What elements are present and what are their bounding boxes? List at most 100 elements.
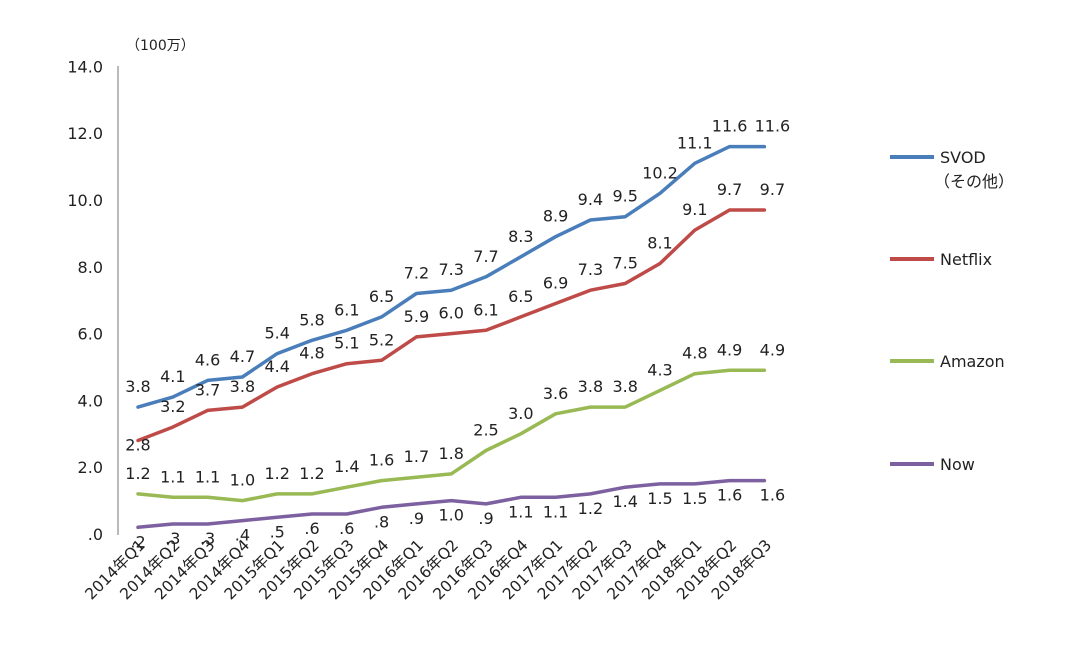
data-label-svod: 5.4 xyxy=(264,324,289,343)
data-label-amazon: 2.5 xyxy=(473,421,498,440)
data-label-amazon: 1.2 xyxy=(299,464,324,483)
data-label-amazon: 4.9 xyxy=(760,340,785,359)
data-label-netflix: 9.1 xyxy=(682,200,707,219)
data-label-netflix: 7.3 xyxy=(578,260,603,279)
data-label-svod: 10.2 xyxy=(642,163,678,182)
data-label-now: 1.1 xyxy=(508,502,533,521)
legend-label-amazon: Amazon xyxy=(940,352,1005,371)
data-label-now: .3 xyxy=(165,529,180,548)
data-label-amazon: 3.0 xyxy=(508,404,533,423)
data-label-now: .9 xyxy=(478,509,493,528)
data-label-amazon: 1.2 xyxy=(125,464,150,483)
data-label-svod: 8.9 xyxy=(543,207,568,226)
data-label-svod: 3.8 xyxy=(125,377,150,396)
y-axis-ticks: .0 2.0 4.0 6.0 8.0 10.0 12.0 14.0 xyxy=(67,57,103,544)
data-label-svod: 6.5 xyxy=(369,287,394,306)
data-label-svod: 11.6 xyxy=(712,117,748,136)
data-label-netflix: 6.5 xyxy=(508,287,533,306)
y-tick-label: 4.0 xyxy=(78,391,103,410)
data-label-now: 1.5 xyxy=(647,489,672,508)
data-label-svod: 11.6 xyxy=(755,117,791,136)
data-label-svod: 9.5 xyxy=(612,187,637,206)
data-label-netflix: 3.8 xyxy=(230,377,255,396)
legend-label-now: Now xyxy=(940,455,975,474)
legend-label-netflix: Netflix xyxy=(940,250,992,269)
data-label-svod: 4.7 xyxy=(230,347,255,366)
data-label-svod: 7.7 xyxy=(473,247,498,266)
data-label-now: 1.1 xyxy=(543,502,568,521)
y-tick-label: 12.0 xyxy=(67,124,103,143)
series-line-now xyxy=(136,478,767,530)
y-tick-label: 6.0 xyxy=(78,325,103,344)
data-label-amazon: 1.8 xyxy=(438,444,463,463)
data-label-amazon: 1.4 xyxy=(334,457,359,476)
data-label-netflix: 4.8 xyxy=(299,344,324,363)
data-label-netflix: 7.5 xyxy=(612,254,637,273)
data-label-svod: 7.3 xyxy=(438,260,463,279)
data-label-now: .4 xyxy=(235,526,250,545)
data-label-svod: 8.3 xyxy=(508,227,533,246)
data-label-netflix: 5.2 xyxy=(369,330,394,349)
data-label-now: .3 xyxy=(200,529,215,548)
data-label-now: .5 xyxy=(270,522,285,541)
data-label-now: 1.6 xyxy=(717,486,742,505)
legend-label-svod-line2: （その他） xyxy=(934,172,1014,191)
data-label-amazon: 4.8 xyxy=(682,344,707,363)
data-label-netflix: 8.1 xyxy=(647,233,672,252)
data-label-netflix: 5.9 xyxy=(404,307,429,326)
data-label-amazon: 3.6 xyxy=(543,384,568,403)
data-label-netflix: 9.7 xyxy=(760,180,785,199)
data-label-amazon: 1.1 xyxy=(195,467,220,486)
data-label-amazon: 3.8 xyxy=(578,377,603,396)
data-label-netflix: 2.8 xyxy=(125,435,150,454)
data-label-amazon: 1.7 xyxy=(404,447,429,466)
y-axis-unit-label: （100万） xyxy=(126,38,195,54)
data-label-now: .9 xyxy=(409,509,424,528)
data-label-netflix: 6.9 xyxy=(543,274,568,293)
data-label-amazon: 1.0 xyxy=(230,471,255,490)
data-label-svod: 5.8 xyxy=(299,310,324,329)
data-label-netflix: 6.0 xyxy=(438,304,463,323)
data-label-netflix: 5.1 xyxy=(334,334,359,353)
data-label-amazon: 4.9 xyxy=(717,340,742,359)
data-label-amazon: 1.6 xyxy=(369,451,394,470)
data-label-now: 1.4 xyxy=(612,492,637,511)
data-label-svod: 6.1 xyxy=(334,300,359,319)
legend: SVOD （その他） Netflix Amazon Now xyxy=(890,148,1014,474)
data-label-now: 1.6 xyxy=(760,486,785,505)
data-label-svod: 4.6 xyxy=(195,350,220,369)
data-label-amazon: 4.3 xyxy=(647,360,672,379)
y-tick-label: 14.0 xyxy=(67,57,103,76)
data-label-now: .2 xyxy=(130,532,145,551)
data-label-now: 1.2 xyxy=(578,499,603,518)
legend-label-svod: SVOD xyxy=(940,148,986,167)
data-label-netflix: 6.1 xyxy=(473,300,498,319)
y-tick-label: .0 xyxy=(88,525,103,544)
series-line-svod xyxy=(136,144,767,409)
data-label-netflix: 3.2 xyxy=(160,397,185,416)
data-label-svod: 7.2 xyxy=(404,264,429,283)
x-axis-labels: 2014年Q12014年Q22014年Q32014年Q42015年Q12015年… xyxy=(82,536,776,603)
series-line-amazon xyxy=(136,368,767,503)
data-label-now: 1.5 xyxy=(682,489,707,508)
y-tick-label: 8.0 xyxy=(78,258,103,277)
series-line-netflix xyxy=(136,208,767,443)
y-tick-label: 10.0 xyxy=(67,191,103,210)
data-label-netflix: 4.4 xyxy=(264,357,289,376)
data-label-now: .8 xyxy=(374,512,389,531)
data-label-netflix: 9.7 xyxy=(717,180,742,199)
series-lines xyxy=(136,144,767,530)
y-tick-label: 2.0 xyxy=(78,458,103,477)
data-label-now: .6 xyxy=(304,519,319,538)
data-label-netflix: 3.7 xyxy=(195,380,220,399)
data-label-amazon: 1.2 xyxy=(264,464,289,483)
data-label-svod: 9.4 xyxy=(578,190,603,209)
data-label-now: 1.0 xyxy=(438,506,463,525)
data-label-amazon: 1.1 xyxy=(160,467,185,486)
data-label-svod: 11.1 xyxy=(677,133,713,152)
data-label-amazon: 3.8 xyxy=(612,377,637,396)
data-label-now: .6 xyxy=(339,519,354,538)
data-labels: 3.8 4.1 4.6 4.7 5.4 5.8 6.1 6.5 7.2 7.3 7.7 8.3 8.9 9… xyxy=(125,117,790,552)
data-label-svod: 4.1 xyxy=(160,367,185,386)
